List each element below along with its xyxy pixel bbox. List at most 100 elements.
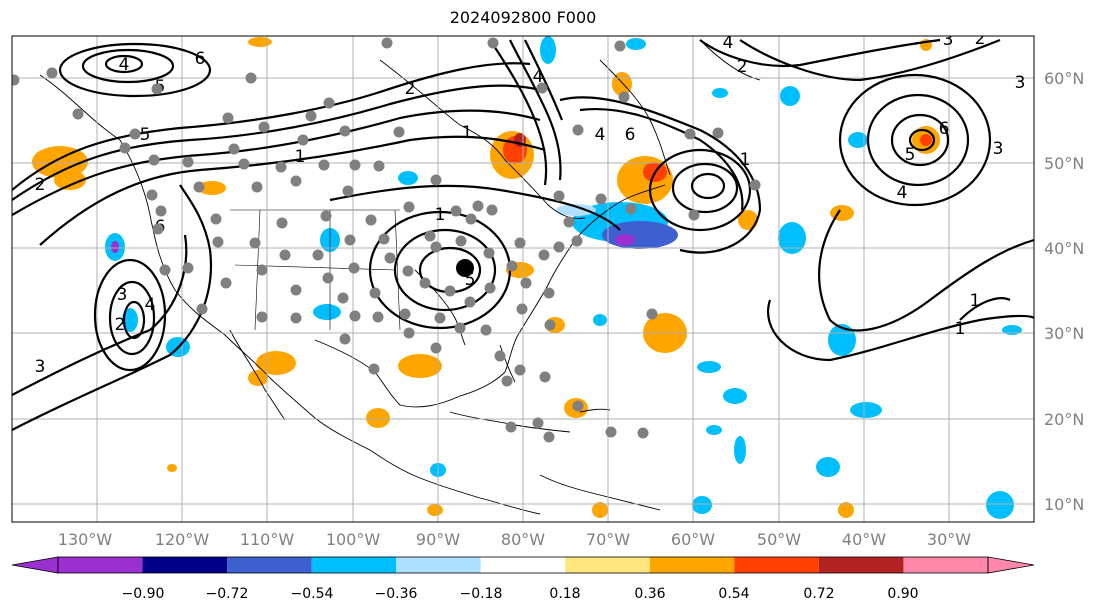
hispaniola-coastline bbox=[579, 408, 611, 413]
contour-line bbox=[122, 300, 146, 340]
lon-label: 80°W bbox=[501, 530, 545, 549]
contour-line bbox=[12, 109, 541, 216]
anomaly-blob bbox=[734, 436, 746, 464]
contour-label: 1 bbox=[435, 205, 446, 225]
contour-line bbox=[838, 73, 992, 207]
contour-line bbox=[393, 228, 497, 312]
colorbar-segment bbox=[903, 557, 988, 573]
colorbar-segment bbox=[565, 557, 650, 573]
lat-label: 50°N bbox=[1044, 154, 1084, 173]
anomaly-blob bbox=[712, 88, 728, 98]
anomaly-blob bbox=[167, 464, 177, 472]
lon-label: 120°W bbox=[155, 530, 210, 549]
lon-label: 30°W bbox=[927, 530, 971, 549]
contour-label: 1 bbox=[462, 123, 473, 143]
anomaly-blob bbox=[723, 388, 747, 404]
south-america-coastline bbox=[539, 474, 661, 511]
anomaly-blob bbox=[54, 170, 86, 190]
map-content: 4 5 6 2 3 4 5 6 2 3 1 2 4 5 6 1 1 2 3 4 … bbox=[12, 30, 1034, 522]
contour-label: 1 bbox=[970, 291, 981, 311]
contour-label: 4 bbox=[897, 183, 908, 203]
contour-labels: 4 5 6 2 3 4 5 6 2 3 1 2 4 5 6 1 1 2 3 4 … bbox=[35, 30, 1026, 377]
contour-label: 5 bbox=[905, 145, 916, 165]
contour-line bbox=[739, 38, 1001, 82]
anomaly-blob bbox=[111, 241, 119, 253]
contour-label: 4 bbox=[533, 67, 544, 87]
florida-coastline bbox=[499, 344, 516, 383]
contour-label: 2 bbox=[737, 57, 748, 77]
anomaly-blob bbox=[697, 361, 721, 373]
contour-line bbox=[579, 107, 744, 211]
lat-label: 40°N bbox=[1044, 239, 1084, 258]
plot-title: 2024092800 F000 bbox=[449, 8, 597, 27]
colorbar-segment bbox=[396, 557, 481, 573]
colorbar-tick-labels: −0.90 −0.72 −0.54 −0.36 −0.18 0.18 0.36 … bbox=[122, 586, 919, 602]
colorbar-tick-label: 0.72 bbox=[803, 586, 834, 602]
contour-label: 6 bbox=[625, 125, 636, 145]
anomaly-blob bbox=[256, 351, 296, 375]
longitude-labels: 130°W 120°W 110°W 100°W 90°W 80°W 70°W 6… bbox=[58, 530, 971, 549]
colorbar-frame bbox=[57, 556, 989, 574]
colorbar-extend-left bbox=[11, 556, 59, 574]
contour-line bbox=[81, 48, 175, 84]
anomaly-blob bbox=[838, 502, 854, 518]
colorbar-tick-label: 0.36 bbox=[634, 586, 665, 602]
contour-line bbox=[699, 38, 941, 67]
contour-label: 3 bbox=[1015, 73, 1026, 93]
anomaly-blob bbox=[593, 314, 607, 326]
contour-label: 2 bbox=[35, 175, 46, 195]
contour-label: 1 bbox=[740, 150, 751, 170]
contour-line bbox=[908, 128, 936, 152]
map-frame bbox=[11, 35, 1035, 523]
colorbar-segment bbox=[142, 557, 228, 573]
lon-label: 60°W bbox=[671, 530, 715, 549]
anomaly-blob bbox=[920, 134, 932, 146]
gulf-coastline bbox=[314, 334, 519, 408]
colorbar-segment bbox=[818, 557, 904, 573]
anomaly-blob bbox=[398, 354, 442, 378]
contour-label: 2 bbox=[405, 79, 416, 99]
colorbar-tick-label: −0.36 bbox=[375, 586, 418, 602]
lat-label: 60°N bbox=[1044, 69, 1084, 88]
contour-line bbox=[767, 299, 1034, 362]
anomaly-blob bbox=[816, 457, 840, 477]
anomaly-blob bbox=[986, 491, 1014, 519]
anomaly-blob bbox=[706, 425, 722, 435]
contour-line bbox=[58, 42, 212, 98]
colorbar-extend-right bbox=[987, 556, 1035, 574]
contour-label: 2 bbox=[115, 315, 126, 335]
contour-label: 5 bbox=[140, 125, 151, 145]
anomaly-blob bbox=[122, 308, 138, 332]
contour-label: 4 bbox=[723, 33, 734, 53]
lon-label: 100°W bbox=[326, 530, 381, 549]
lon-label: 40°W bbox=[842, 530, 886, 549]
contour-line bbox=[648, 148, 752, 232]
anomaly-blob bbox=[248, 37, 272, 47]
height-contours bbox=[12, 38, 1034, 431]
contour-line bbox=[12, 62, 531, 191]
anomaly-blob bbox=[556, 204, 596, 216]
contour-line bbox=[39, 135, 546, 246]
lon-label: 70°W bbox=[586, 530, 630, 549]
contour-label: 4 bbox=[119, 55, 130, 75]
contour-label: 3 bbox=[35, 357, 46, 377]
hudson-coastline bbox=[379, 59, 586, 219]
anomaly-blob bbox=[198, 181, 226, 195]
contour-line bbox=[671, 162, 739, 214]
contour-line bbox=[818, 209, 1034, 332]
colorbar-tick-label: −0.90 bbox=[122, 586, 165, 602]
observation-points bbox=[12, 37, 761, 443]
anomaly-blob bbox=[398, 171, 418, 185]
lon-label: 130°W bbox=[58, 530, 113, 549]
anomaly-blob bbox=[313, 304, 341, 320]
colorbar-tick-label: −0.54 bbox=[291, 586, 334, 602]
anomaly-blob bbox=[615, 234, 635, 246]
contour-label: 1 bbox=[295, 147, 306, 167]
colorbar-tick-label: −0.72 bbox=[206, 586, 249, 602]
contour-line bbox=[509, 39, 562, 181]
contour-label: 3 bbox=[943, 30, 954, 50]
anomaly-blob bbox=[592, 502, 608, 518]
lat-label: 20°N bbox=[1044, 410, 1084, 429]
contour-label: 4 bbox=[595, 125, 606, 145]
